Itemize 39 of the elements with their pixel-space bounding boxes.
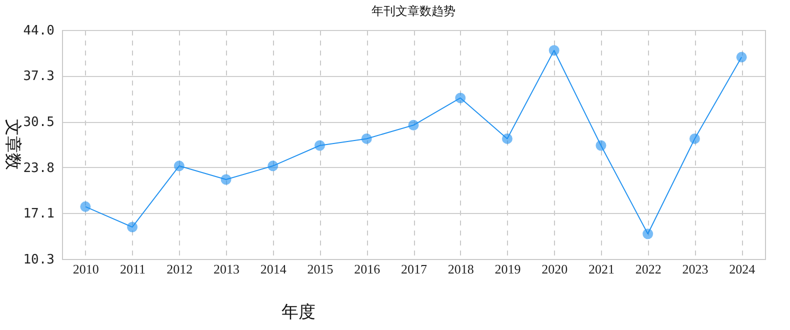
x-tick-label: 2017 <box>401 262 428 276</box>
x-tick-label: 2018 <box>448 262 474 276</box>
point <box>174 160 184 172</box>
y-tick-label: 23.8 <box>23 160 54 176</box>
point <box>736 52 747 62</box>
point <box>455 92 466 104</box>
point <box>548 45 560 56</box>
x-tick-label: 2016 <box>354 262 381 276</box>
point <box>689 133 700 144</box>
x-tick-label: 2023 <box>682 262 708 276</box>
point <box>268 160 278 172</box>
x-axis-title: 年度 <box>282 302 316 322</box>
y-tick-label: 30.5 <box>23 115 54 130</box>
point <box>361 133 372 144</box>
point <box>127 222 138 232</box>
point <box>80 201 91 212</box>
x-tick-label: 2011 <box>120 262 146 276</box>
x-tick-label: 2021 <box>588 262 614 276</box>
y-axis-title: 文章数 <box>2 119 22 170</box>
x-tick-label: 2024 <box>729 262 756 276</box>
x-tick-label: 2012 <box>166 262 193 276</box>
point <box>220 174 232 185</box>
x-tick-label: 2022 <box>635 262 662 276</box>
point <box>408 120 419 130</box>
point <box>642 228 654 240</box>
point <box>596 140 606 151</box>
y-tick-label: 44.0 <box>23 24 54 38</box>
x-tick-label: 2014 <box>260 262 287 276</box>
x-tick-label: 2019 <box>494 262 521 276</box>
x-tick-label: 2020 <box>542 262 568 276</box>
x-tick-label: 2015 <box>307 262 334 276</box>
chart-title: 年刊文章数趋势 <box>372 4 456 18</box>
x-tick-label: 2010 <box>72 262 99 276</box>
point <box>314 140 326 151</box>
y-tick-label: 10.3 <box>23 252 54 268</box>
y-tick-label: 37.3 <box>23 69 54 84</box>
point <box>502 133 512 144</box>
y-tick-label: 17.1 <box>23 206 54 222</box>
x-tick-label: 2013 <box>214 262 240 276</box>
